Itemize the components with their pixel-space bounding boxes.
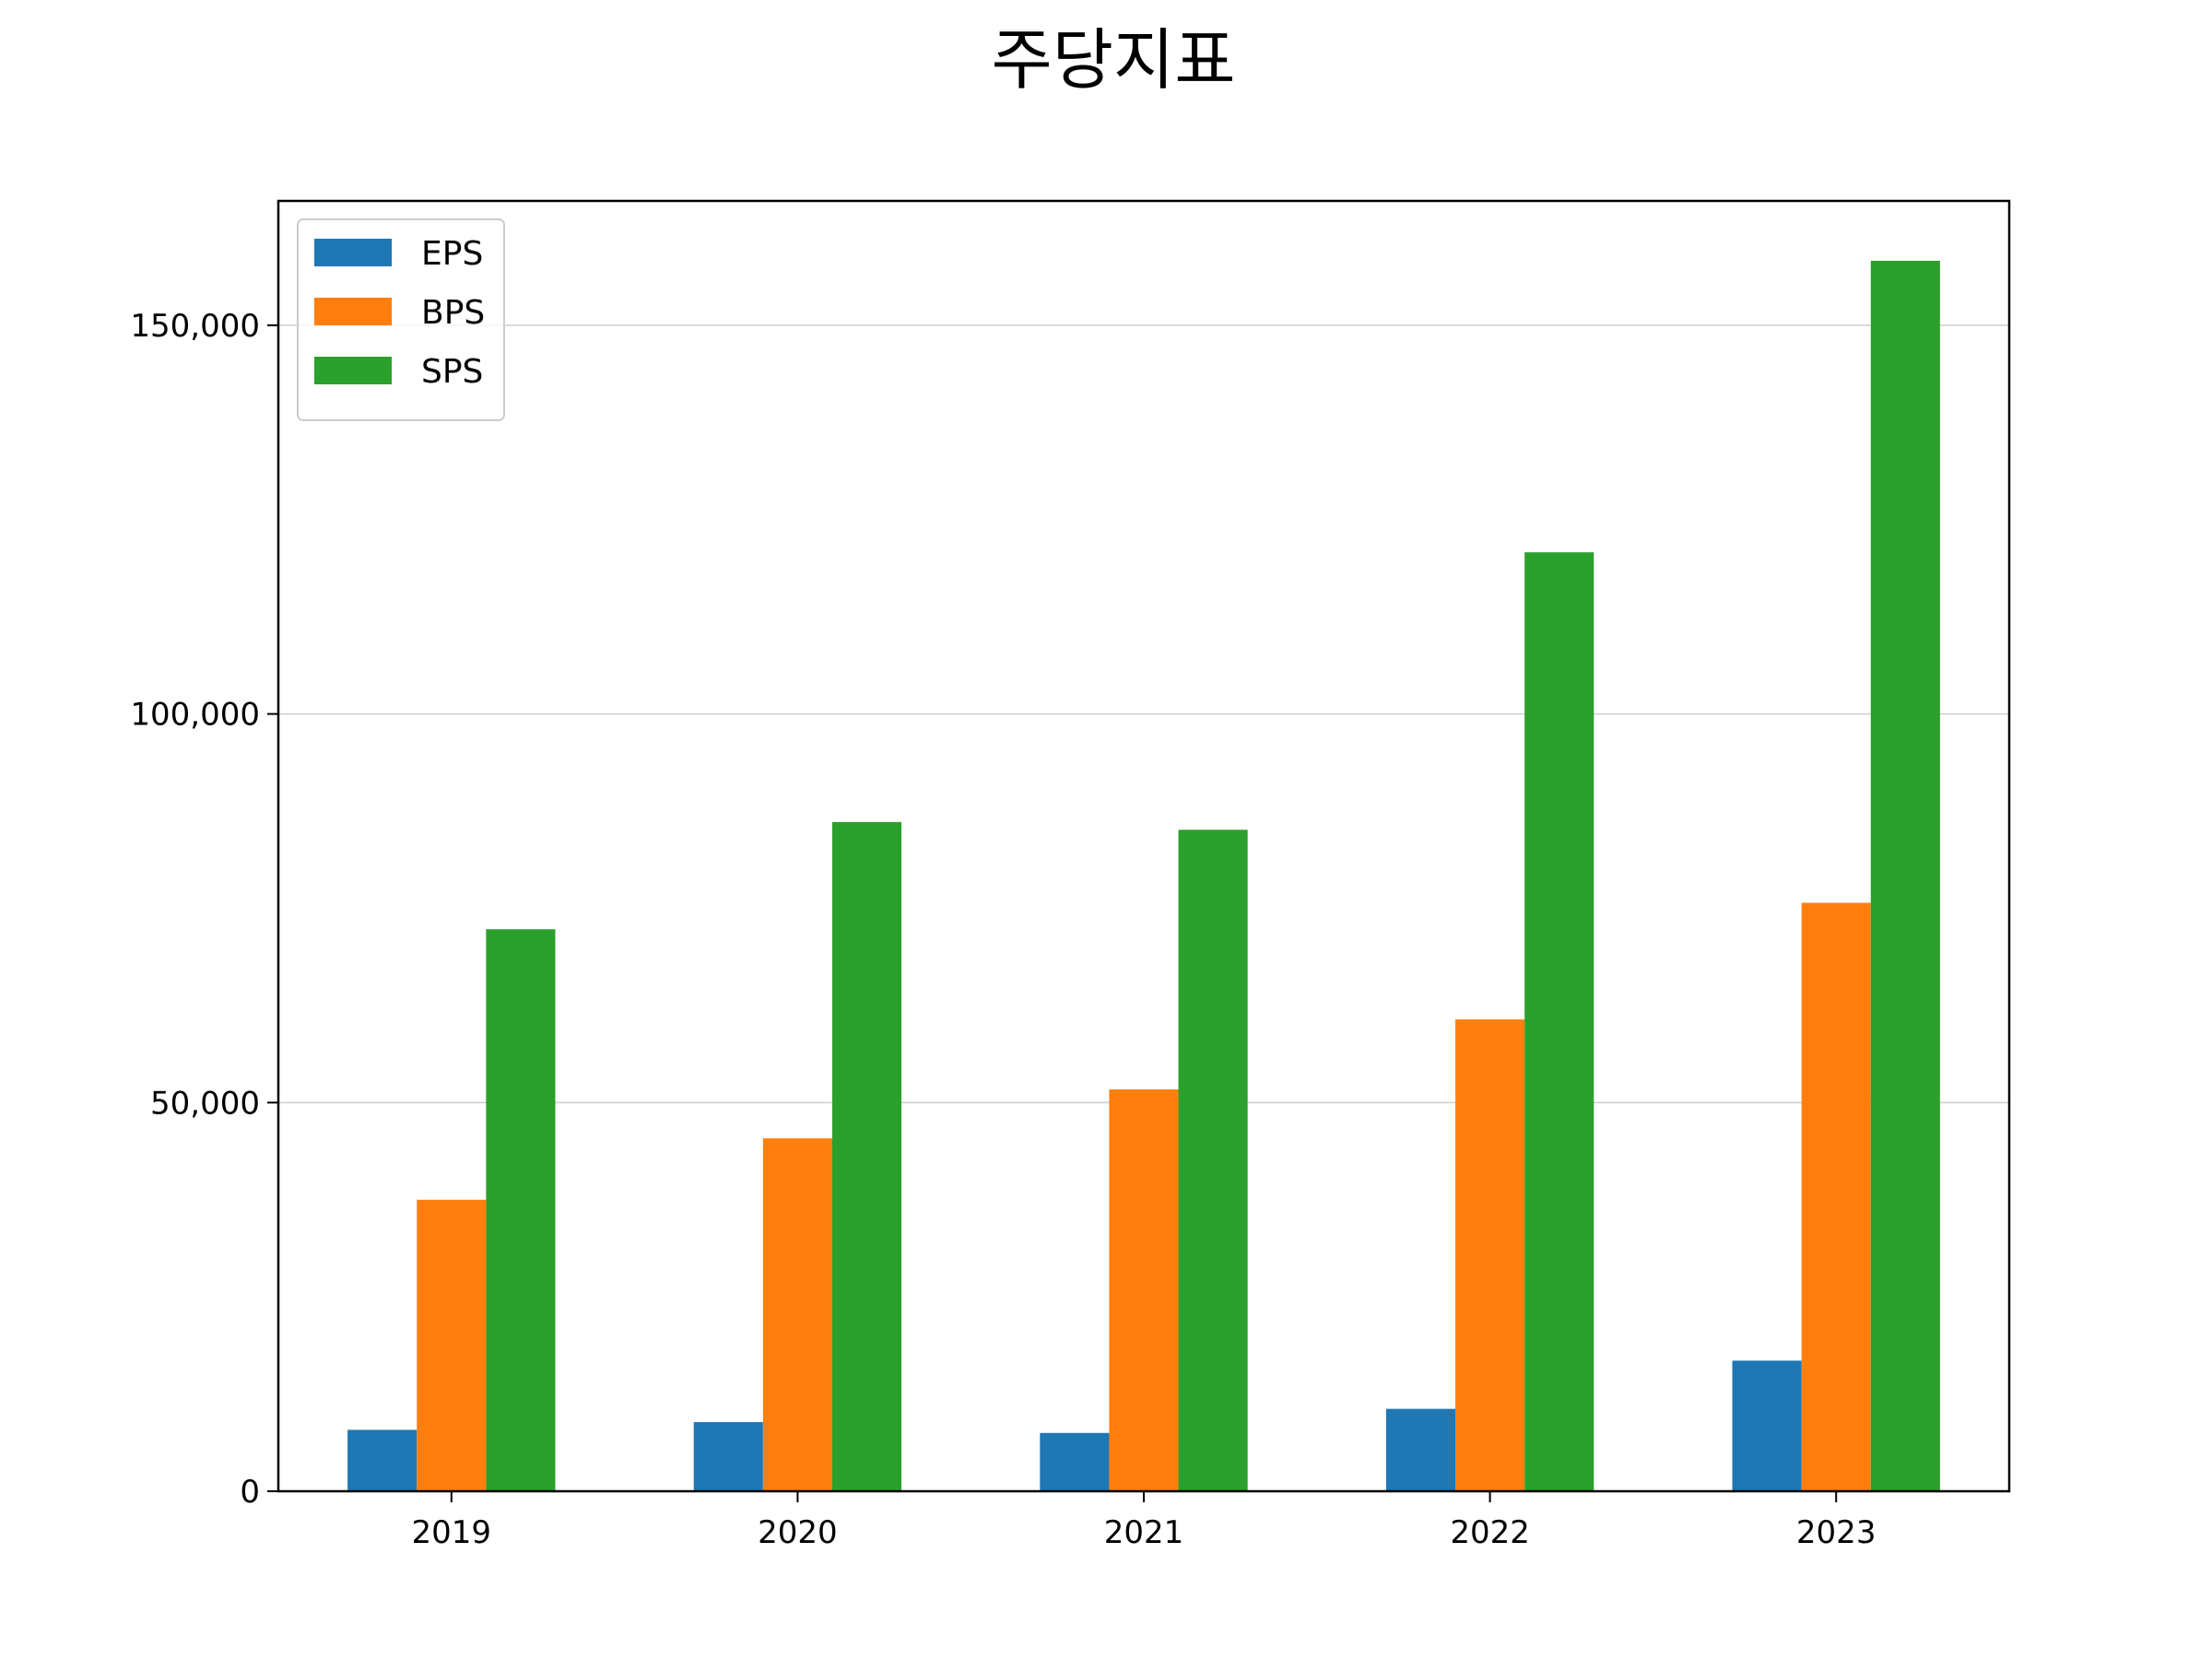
legend-label-bps: BPS [421, 294, 485, 332]
y-tick-label: 150,000 [130, 308, 260, 345]
y-tick-label: 100,000 [130, 697, 260, 734]
y-tick-label: 50,000 [150, 1085, 260, 1122]
bar-sps-2023 [1870, 260, 1940, 1492]
legend-label-sps: SPS [421, 353, 483, 391]
bar-eps-2019 [347, 1430, 418, 1491]
bar-bps-2022 [1455, 1019, 1525, 1491]
x-tick-label: 2020 [758, 1514, 838, 1551]
legend-swatch-bps [314, 298, 392, 325]
bar-bps-2021 [1109, 1088, 1179, 1491]
x-tick-label: 2019 [412, 1514, 492, 1551]
legend-swatch-sps [314, 357, 392, 384]
bar-bps-2020 [762, 1138, 832, 1491]
bar-eps-2020 [693, 1421, 763, 1491]
bar-eps-2021 [1040, 1432, 1110, 1491]
x-tick-label: 2021 [1104, 1514, 1184, 1551]
legend: EPS BPS SPS [297, 218, 505, 421]
bar-sps-2021 [1178, 830, 1248, 1491]
bar-sps-2022 [1524, 552, 1594, 1491]
y-tick-label: 0 [240, 1474, 260, 1511]
axes: 0 50,000 100,000 150,000 2019 2020 2021 2022 202… [130, 308, 1876, 1551]
legend-swatch-eps [314, 239, 392, 266]
legend-label-eps: EPS [421, 235, 483, 273]
bar-sps-2019 [486, 929, 556, 1491]
bar-bps-2019 [417, 1199, 487, 1491]
bars [347, 260, 1940, 1492]
bar-bps-2023 [1801, 902, 1871, 1491]
x-tick-label: 2022 [1450, 1514, 1530, 1551]
bar-eps-2023 [1732, 1360, 1802, 1491]
chart-title: 주당지표 [992, 21, 1236, 99]
bar-eps-2022 [1385, 1408, 1456, 1491]
bar-sps-2020 [831, 821, 902, 1491]
x-tick-label: 2023 [1796, 1514, 1877, 1551]
